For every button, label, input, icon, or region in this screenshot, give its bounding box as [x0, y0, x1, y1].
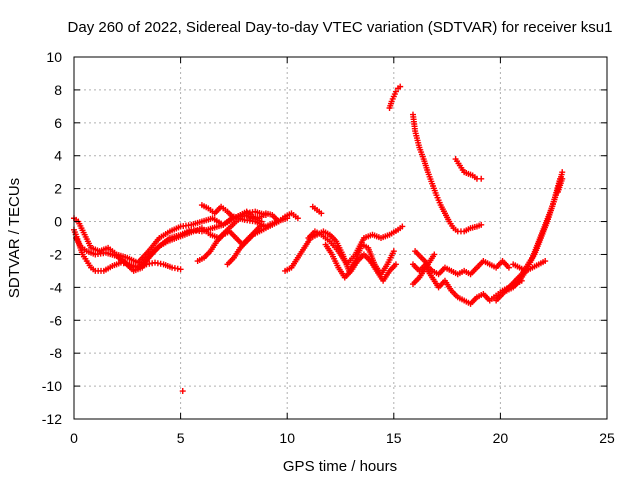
data-layer	[71, 83, 566, 395]
y-tick-label: -4	[50, 279, 63, 295]
x-tick-label: 15	[386, 430, 402, 446]
series-track-i	[305, 223, 406, 268]
data-point	[431, 251, 438, 258]
y-tick-label: -8	[50, 345, 63, 361]
series-track-u	[554, 175, 566, 195]
data-point	[275, 218, 282, 225]
series-track-g	[224, 218, 282, 268]
x-axis-label: GPS time / hours	[283, 458, 397, 475]
grid-layer	[74, 57, 607, 419]
y-tick-label: 10	[46, 49, 62, 65]
y-tick-label: -6	[50, 312, 63, 328]
data-point	[542, 258, 549, 265]
data-point	[559, 169, 566, 176]
y-tick-label: -2	[50, 246, 63, 262]
y-tick-label: -10	[42, 378, 62, 394]
series-track-n	[452, 156, 485, 182]
y-tick-label: -12	[42, 411, 62, 427]
y-tick-label: 8	[54, 82, 62, 98]
tick-layer: 0 5 10 15 20 25 -12 -10 -8 -6 -4 -2 0 2 4 6 8 10	[42, 49, 615, 446]
series-outlier	[179, 388, 186, 395]
data-point	[294, 215, 301, 222]
series-track-m	[409, 111, 485, 235]
series-track-s	[503, 169, 566, 294]
chart-title: Day 260 of 2022, Sidereal Day-to-day VTE…	[68, 19, 613, 36]
series-track-l	[386, 83, 404, 112]
data-point	[559, 175, 566, 182]
series-track-p	[409, 264, 525, 307]
series-track-e	[198, 202, 301, 225]
x-tick-label: 5	[177, 430, 185, 446]
x-tick-label: 25	[599, 430, 615, 446]
series-track-k	[322, 241, 399, 284]
data-point	[392, 88, 399, 95]
y-tick-label: 6	[54, 115, 62, 131]
data-point	[392, 261, 399, 268]
x-tick-label: 10	[279, 430, 295, 446]
series-track-r	[493, 175, 564, 304]
series-track-t	[510, 258, 549, 274]
x-tick-label: 0	[70, 430, 78, 446]
plot-frame	[73, 56, 608, 420]
series-track-q	[412, 248, 438, 268]
data-point	[397, 83, 404, 90]
data-point	[399, 223, 406, 230]
data-point	[179, 388, 186, 395]
data-point	[177, 266, 184, 273]
y-tick-label: 2	[54, 181, 62, 197]
y-tick-label: 4	[54, 148, 62, 164]
y-axis-label: SDTVAR / TECUs	[6, 178, 23, 298]
data-point	[258, 221, 265, 228]
data-point	[478, 221, 485, 228]
x-tick-label: 20	[493, 430, 509, 446]
data-point	[390, 248, 397, 255]
data-point	[505, 264, 512, 271]
series-track-j	[309, 203, 325, 217]
data-point	[318, 210, 325, 217]
y-tick-label: 0	[54, 214, 62, 230]
data-point	[478, 175, 485, 182]
